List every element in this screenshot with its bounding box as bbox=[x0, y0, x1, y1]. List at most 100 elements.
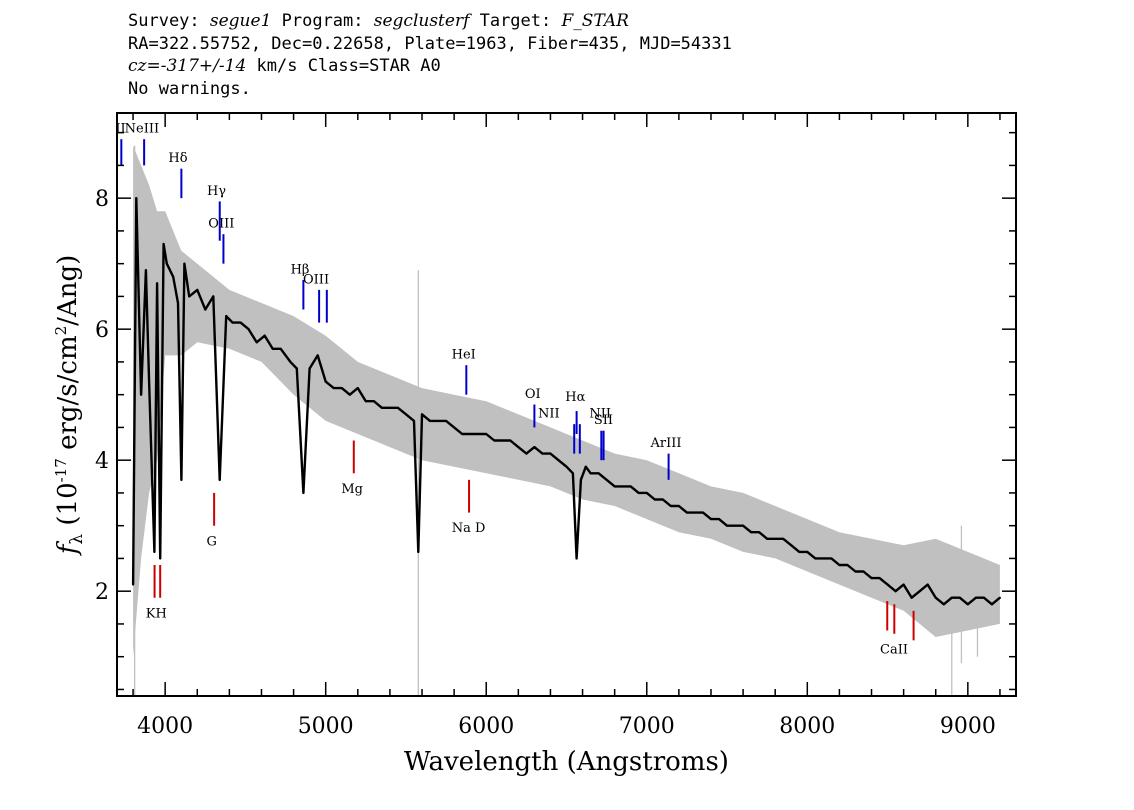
y-axis-label: fλ (10-17 erg/s/cm2/Ang) bbox=[52, 255, 87, 557]
flux-point bbox=[629, 485, 632, 488]
flux-point bbox=[396, 406, 399, 409]
flux-point bbox=[726, 524, 729, 527]
flux-point bbox=[579, 478, 582, 481]
flux-point bbox=[677, 505, 680, 508]
flux-point bbox=[509, 439, 512, 442]
x-tick-label: 4000 bbox=[137, 714, 193, 739]
flux-point bbox=[950, 596, 953, 599]
flux-point bbox=[669, 505, 672, 508]
cz-rest: km/s Class=STAR A0 bbox=[246, 56, 441, 76]
emission-line-label: Hγ bbox=[207, 184, 226, 199]
flux-point bbox=[183, 262, 186, 265]
flux-point bbox=[565, 465, 568, 468]
x-tick-label: 6000 bbox=[458, 714, 514, 739]
flux-point bbox=[493, 439, 496, 442]
flux-point bbox=[870, 577, 873, 580]
flux-point bbox=[153, 550, 156, 553]
flux-point bbox=[814, 557, 817, 560]
flux-point bbox=[854, 570, 857, 573]
flux-point bbox=[356, 387, 359, 390]
flux-point bbox=[894, 590, 897, 593]
flux-line-layer bbox=[131, 196, 1001, 606]
program-value: segclusterf bbox=[373, 11, 470, 31]
emission-line-label: SII bbox=[594, 413, 613, 428]
target-value: F_STAR bbox=[561, 11, 629, 31]
flux-point bbox=[477, 432, 480, 435]
header-line-2: RA=322.55752, Dec=0.22658, Plate=1963, F… bbox=[128, 33, 732, 54]
flux-point bbox=[231, 321, 234, 324]
flux-point bbox=[709, 518, 712, 521]
flux-point bbox=[279, 347, 282, 350]
flux-point bbox=[645, 491, 648, 494]
flux-point bbox=[653, 498, 656, 501]
flux-point bbox=[734, 524, 737, 527]
flux-point bbox=[966, 603, 969, 606]
flux-point bbox=[332, 387, 335, 390]
flux-point bbox=[180, 478, 183, 481]
flux-point bbox=[533, 446, 536, 449]
cz-label: cz= bbox=[128, 56, 161, 76]
flux-point bbox=[380, 406, 383, 409]
flux-point bbox=[263, 334, 266, 337]
flux-point bbox=[782, 537, 785, 540]
error-envelope bbox=[133, 145, 1000, 657]
flux-point bbox=[165, 262, 168, 265]
flux-point bbox=[790, 544, 793, 547]
flux-point bbox=[846, 563, 849, 566]
flux-point bbox=[549, 452, 552, 455]
flux-point bbox=[838, 563, 841, 566]
flux-point bbox=[162, 243, 165, 246]
flux-point bbox=[372, 400, 375, 403]
flux-point bbox=[417, 550, 420, 553]
flux-point bbox=[421, 413, 424, 416]
line-marker-layer: IINeIIIHδHγOIIIHβOIIIHeIOINIIHαNIISIIArI… bbox=[115, 122, 915, 657]
absorption-line-label: Mg bbox=[341, 482, 363, 497]
header-line-3: cz=-317+/-14 km/s Class=STAR A0 bbox=[128, 55, 1128, 78]
flux-point bbox=[613, 485, 616, 488]
flux-point bbox=[156, 282, 159, 285]
flux-point bbox=[541, 452, 544, 455]
flux-point bbox=[517, 446, 520, 449]
flux-point bbox=[605, 478, 608, 481]
flux-point bbox=[718, 518, 721, 521]
y-tick-label: 8 bbox=[95, 187, 109, 212]
flux-point bbox=[212, 295, 215, 298]
emission-line-label: Hβ bbox=[291, 262, 310, 277]
emission-line-label: II bbox=[115, 122, 125, 137]
absorption-line-label: G bbox=[207, 534, 217, 549]
flux-point bbox=[685, 511, 688, 514]
flux-point bbox=[774, 537, 777, 540]
flux-point bbox=[886, 583, 889, 586]
flux-point bbox=[637, 491, 640, 494]
flux-point bbox=[822, 557, 825, 560]
absorption-line-label: CaII bbox=[880, 642, 908, 657]
flux-point bbox=[958, 596, 961, 599]
flux-point bbox=[501, 439, 504, 442]
flux-point bbox=[661, 498, 664, 501]
flux-point bbox=[974, 596, 977, 599]
emission-line-label: ArIII bbox=[650, 436, 682, 451]
plot-frame bbox=[116, 112, 1017, 697]
flux-point bbox=[218, 478, 221, 481]
spectrum-header: Survey: segue1 Program: segclusterf Targ… bbox=[128, 10, 1128, 100]
flux-point bbox=[140, 393, 143, 396]
flux-point bbox=[177, 301, 180, 304]
flux-point bbox=[862, 570, 865, 573]
x-tick-label: 7000 bbox=[619, 714, 675, 739]
flux-point bbox=[340, 387, 343, 390]
flux-point bbox=[589, 472, 592, 475]
flux-point bbox=[982, 596, 985, 599]
flux-point bbox=[271, 347, 274, 350]
flux-point bbox=[135, 197, 138, 200]
flux-line bbox=[131, 196, 1001, 606]
flux-point bbox=[255, 341, 258, 344]
flux-point bbox=[942, 603, 945, 606]
flux-point bbox=[132, 583, 135, 586]
flux-point bbox=[910, 596, 913, 599]
target-label: Target: bbox=[469, 11, 562, 31]
flux-point bbox=[429, 419, 432, 422]
survey-value: segue1 bbox=[209, 11, 272, 31]
flux-point bbox=[918, 590, 921, 593]
flux-point bbox=[148, 380, 151, 383]
program-label: Program: bbox=[271, 11, 374, 31]
